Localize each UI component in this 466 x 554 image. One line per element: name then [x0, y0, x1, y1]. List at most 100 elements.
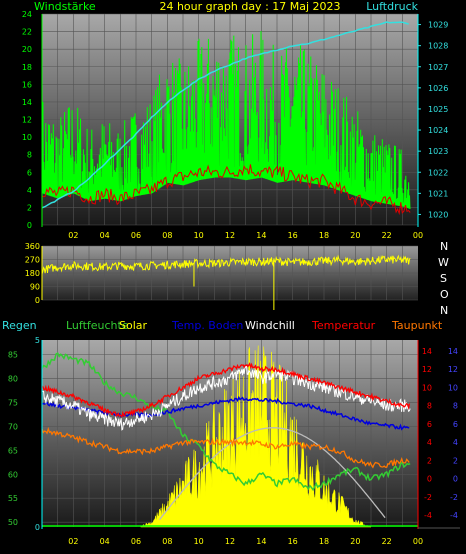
- direction-tick-label: 270: [25, 256, 40, 265]
- x-tick-label: 10: [194, 537, 204, 546]
- compass-w: W: [438, 256, 449, 269]
- x-tick-label: 06: [131, 537, 141, 546]
- soil-label: Temp. Boden: [171, 319, 243, 332]
- humidity-tick-label: 85: [8, 350, 18, 359]
- x-tick-label: 18: [319, 231, 329, 240]
- pressure-tick-label: 1026: [428, 84, 448, 93]
- x-tick-label: 08: [162, 231, 172, 240]
- humidity-tick-label: 70: [8, 422, 18, 431]
- rain-tick-label: 0: [35, 523, 40, 532]
- x-tick-label: 02: [68, 537, 78, 546]
- compass-s: S: [440, 272, 447, 285]
- solar-series: [140, 345, 372, 528]
- compass-n-bottom: N: [440, 304, 448, 317]
- wind-label: Windstärke: [34, 0, 96, 13]
- wind-tick-label: 22: [22, 28, 32, 37]
- temp-tick-label: 2: [427, 456, 432, 465]
- soil-tick-label: 8: [453, 402, 458, 411]
- humidity-tick-label: 65: [8, 446, 18, 455]
- direction-tick-label: 0: [35, 296, 40, 305]
- wind-tick-label: 12: [22, 116, 32, 125]
- soil-tick-label: 6: [453, 420, 458, 429]
- humidity-tick-label: 80: [8, 374, 18, 383]
- pressure-tick-label: 1027: [428, 63, 448, 72]
- soil-tick-label: 14: [448, 347, 458, 356]
- solar-label: Solar: [119, 319, 148, 332]
- wind-tick-label: 24: [22, 10, 32, 19]
- x-tick-label: 02: [68, 231, 78, 240]
- temp-tick-label: 8: [427, 402, 432, 411]
- rain-tick-label: 5: [35, 336, 40, 345]
- pressure-tick-label: 1024: [428, 126, 448, 135]
- windchill-series: [41, 364, 411, 431]
- humidity-tick-label: 55: [8, 494, 18, 503]
- pressure-tick-label: 1020: [428, 210, 448, 219]
- humidity-label: Luftfeuchte: [66, 319, 129, 332]
- temperature-label: Temperatur: [311, 319, 376, 332]
- compass-n-top: N: [440, 240, 448, 253]
- soil-tick-label: 2: [453, 456, 458, 465]
- wind-tick-label: 2: [27, 203, 32, 212]
- dewpoint-label: Taupunkt: [391, 319, 443, 332]
- wind-tick-label: 6: [27, 168, 32, 177]
- x-tick-label: 04: [100, 537, 110, 546]
- temperature-series: [41, 362, 411, 418]
- humidity-series: [41, 352, 411, 492]
- x-tick-label: 00: [413, 231, 423, 240]
- x-tick-label: 16: [288, 537, 298, 546]
- x-tick-label: 20: [350, 537, 360, 546]
- solar-max-curve: [158, 427, 386, 521]
- rain-label: Regen: [2, 319, 37, 332]
- wind-tick-label: 18: [22, 63, 32, 72]
- pressure-tick-label: 1029: [428, 21, 448, 30]
- temp-tick-label: 14: [422, 347, 432, 356]
- wind-tick-label: 20: [22, 45, 32, 54]
- soil-tick-label: 10: [448, 383, 458, 392]
- humidity-tick-label: 75: [8, 398, 18, 407]
- wind-avg-series: [41, 164, 411, 216]
- soil-temp-series: [41, 395, 410, 431]
- soil-tick-label: 4: [453, 438, 458, 447]
- pressure-tick-label: 1028: [428, 42, 448, 51]
- temp-tick-label: 10: [422, 383, 432, 392]
- x-tick-label: 14: [256, 537, 266, 546]
- pressure-tick-label: 1021: [428, 189, 448, 198]
- x-tick-label: 12: [225, 537, 235, 546]
- pressure-tick-label: 1025: [428, 105, 448, 114]
- humidity-tick-label: 60: [8, 470, 18, 479]
- wind-tick-label: 0: [27, 221, 32, 230]
- x-tick-label: 10: [194, 231, 204, 240]
- x-tick-label: 20: [350, 231, 360, 240]
- soil-tick-label: 12: [448, 365, 458, 374]
- x-tick-label: 04: [100, 231, 110, 240]
- soil-tick-label: -2: [450, 493, 458, 502]
- direction-tick-label: 90: [30, 283, 40, 292]
- temp-tick-label: -2: [424, 493, 432, 502]
- x-tick-label: 16: [288, 231, 298, 240]
- wind-tick-label: 4: [27, 186, 32, 195]
- temp-tick-label: 4: [427, 438, 432, 447]
- dewpoint-series: [41, 426, 410, 469]
- x-tick-label: 08: [162, 537, 172, 546]
- direction-series: [41, 254, 411, 275]
- x-tick-label: 22: [382, 231, 392, 240]
- direction-tick-label: 360: [25, 242, 40, 251]
- pressure-series: [41, 21, 409, 209]
- x-tick-label: 06: [131, 231, 141, 240]
- x-tick-label: 12: [225, 231, 235, 240]
- temp-tick-label: -4: [424, 511, 432, 520]
- wind-tick-label: 10: [22, 133, 32, 142]
- wind-tick-label: 8: [27, 151, 32, 160]
- direction-tick-label: 180: [25, 269, 40, 278]
- humidity-tick-label: 50: [8, 518, 18, 527]
- x-tick-label: 22: [382, 537, 392, 546]
- temp-tick-label: 6: [427, 420, 432, 429]
- pressure-tick-label: 1023: [428, 147, 448, 156]
- temp-tick-label: 12: [422, 365, 432, 374]
- x-tick-label: 18: [319, 537, 329, 546]
- chart-title: 24 hour graph day : 17 Maj 2023: [159, 0, 340, 13]
- soil-tick-label: 0: [453, 475, 458, 484]
- x-tick-label: 00: [413, 537, 423, 546]
- x-tick-label: 14: [256, 231, 266, 240]
